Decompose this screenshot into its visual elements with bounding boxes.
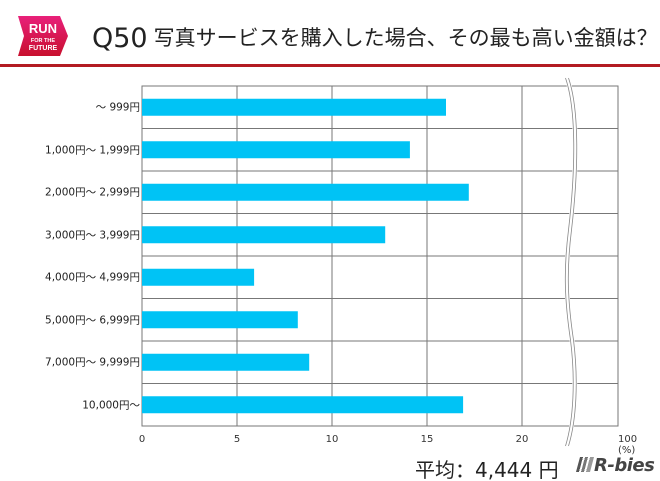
plot-area: [141, 85, 619, 427]
y-tick-label: 7,000円～ 9,999円: [45, 356, 140, 369]
svg-text:FUTURE: FUTURE: [29, 45, 58, 52]
question-text: 写真サービスを購入した場合、その最も高い金額は？: [153, 26, 658, 50]
bar-2: [142, 183, 469, 201]
question-number: Q50: [92, 23, 148, 54]
svg-text:FOR THE: FOR THE: [31, 38, 55, 44]
y-tick-label: 1,000円～ 1,999円: [45, 144, 140, 157]
x-tick-label: 10: [325, 434, 339, 445]
bar-3: [142, 226, 386, 244]
bar-6: [142, 353, 310, 371]
brand-bars-icon: [575, 457, 595, 472]
x-tick-label: 20: [515, 434, 529, 445]
brand-text: R-bies: [594, 455, 655, 476]
y-tick-label: 2,000円～ 2,999円: [45, 186, 140, 199]
run-for-the-future-logo: RUN FOR THE FUTURE: [18, 16, 68, 56]
y-tick-label: 4,000円～ 4,999円: [45, 271, 140, 284]
axis-break-gap: [564, 77, 578, 447]
bar-1: [142, 141, 410, 159]
axis-break-line: [567, 77, 578, 447]
x-tick-label: 15: [420, 434, 434, 445]
x-tick-label: 100 (%): [618, 434, 638, 456]
bar-4: [142, 268, 255, 286]
x-tick-label: 5: [233, 434, 241, 445]
svg-text:RUN: RUN: [29, 21, 57, 36]
y-tick-label: 10,000円～: [82, 399, 140, 412]
axis-break-line: [564, 77, 575, 447]
y-tick-label: 3,000円～ 3,999円: [45, 229, 140, 242]
average-amount: 平均：4,444 円: [415, 458, 559, 481]
header-divider: [0, 64, 660, 67]
bar-7: [142, 396, 464, 414]
x-tick-label: 0: [138, 434, 146, 445]
r-bies-logo: R-bies: [575, 455, 655, 476]
y-tick-label: 5,000円～ 6,999円: [45, 314, 140, 327]
bar-0: [142, 98, 446, 116]
page-title: Q50 写真サービスを購入した場合、その最も高い金額は？: [92, 22, 658, 54]
y-tick-label: ～ 999円: [95, 101, 140, 114]
bar-5: [142, 311, 298, 329]
